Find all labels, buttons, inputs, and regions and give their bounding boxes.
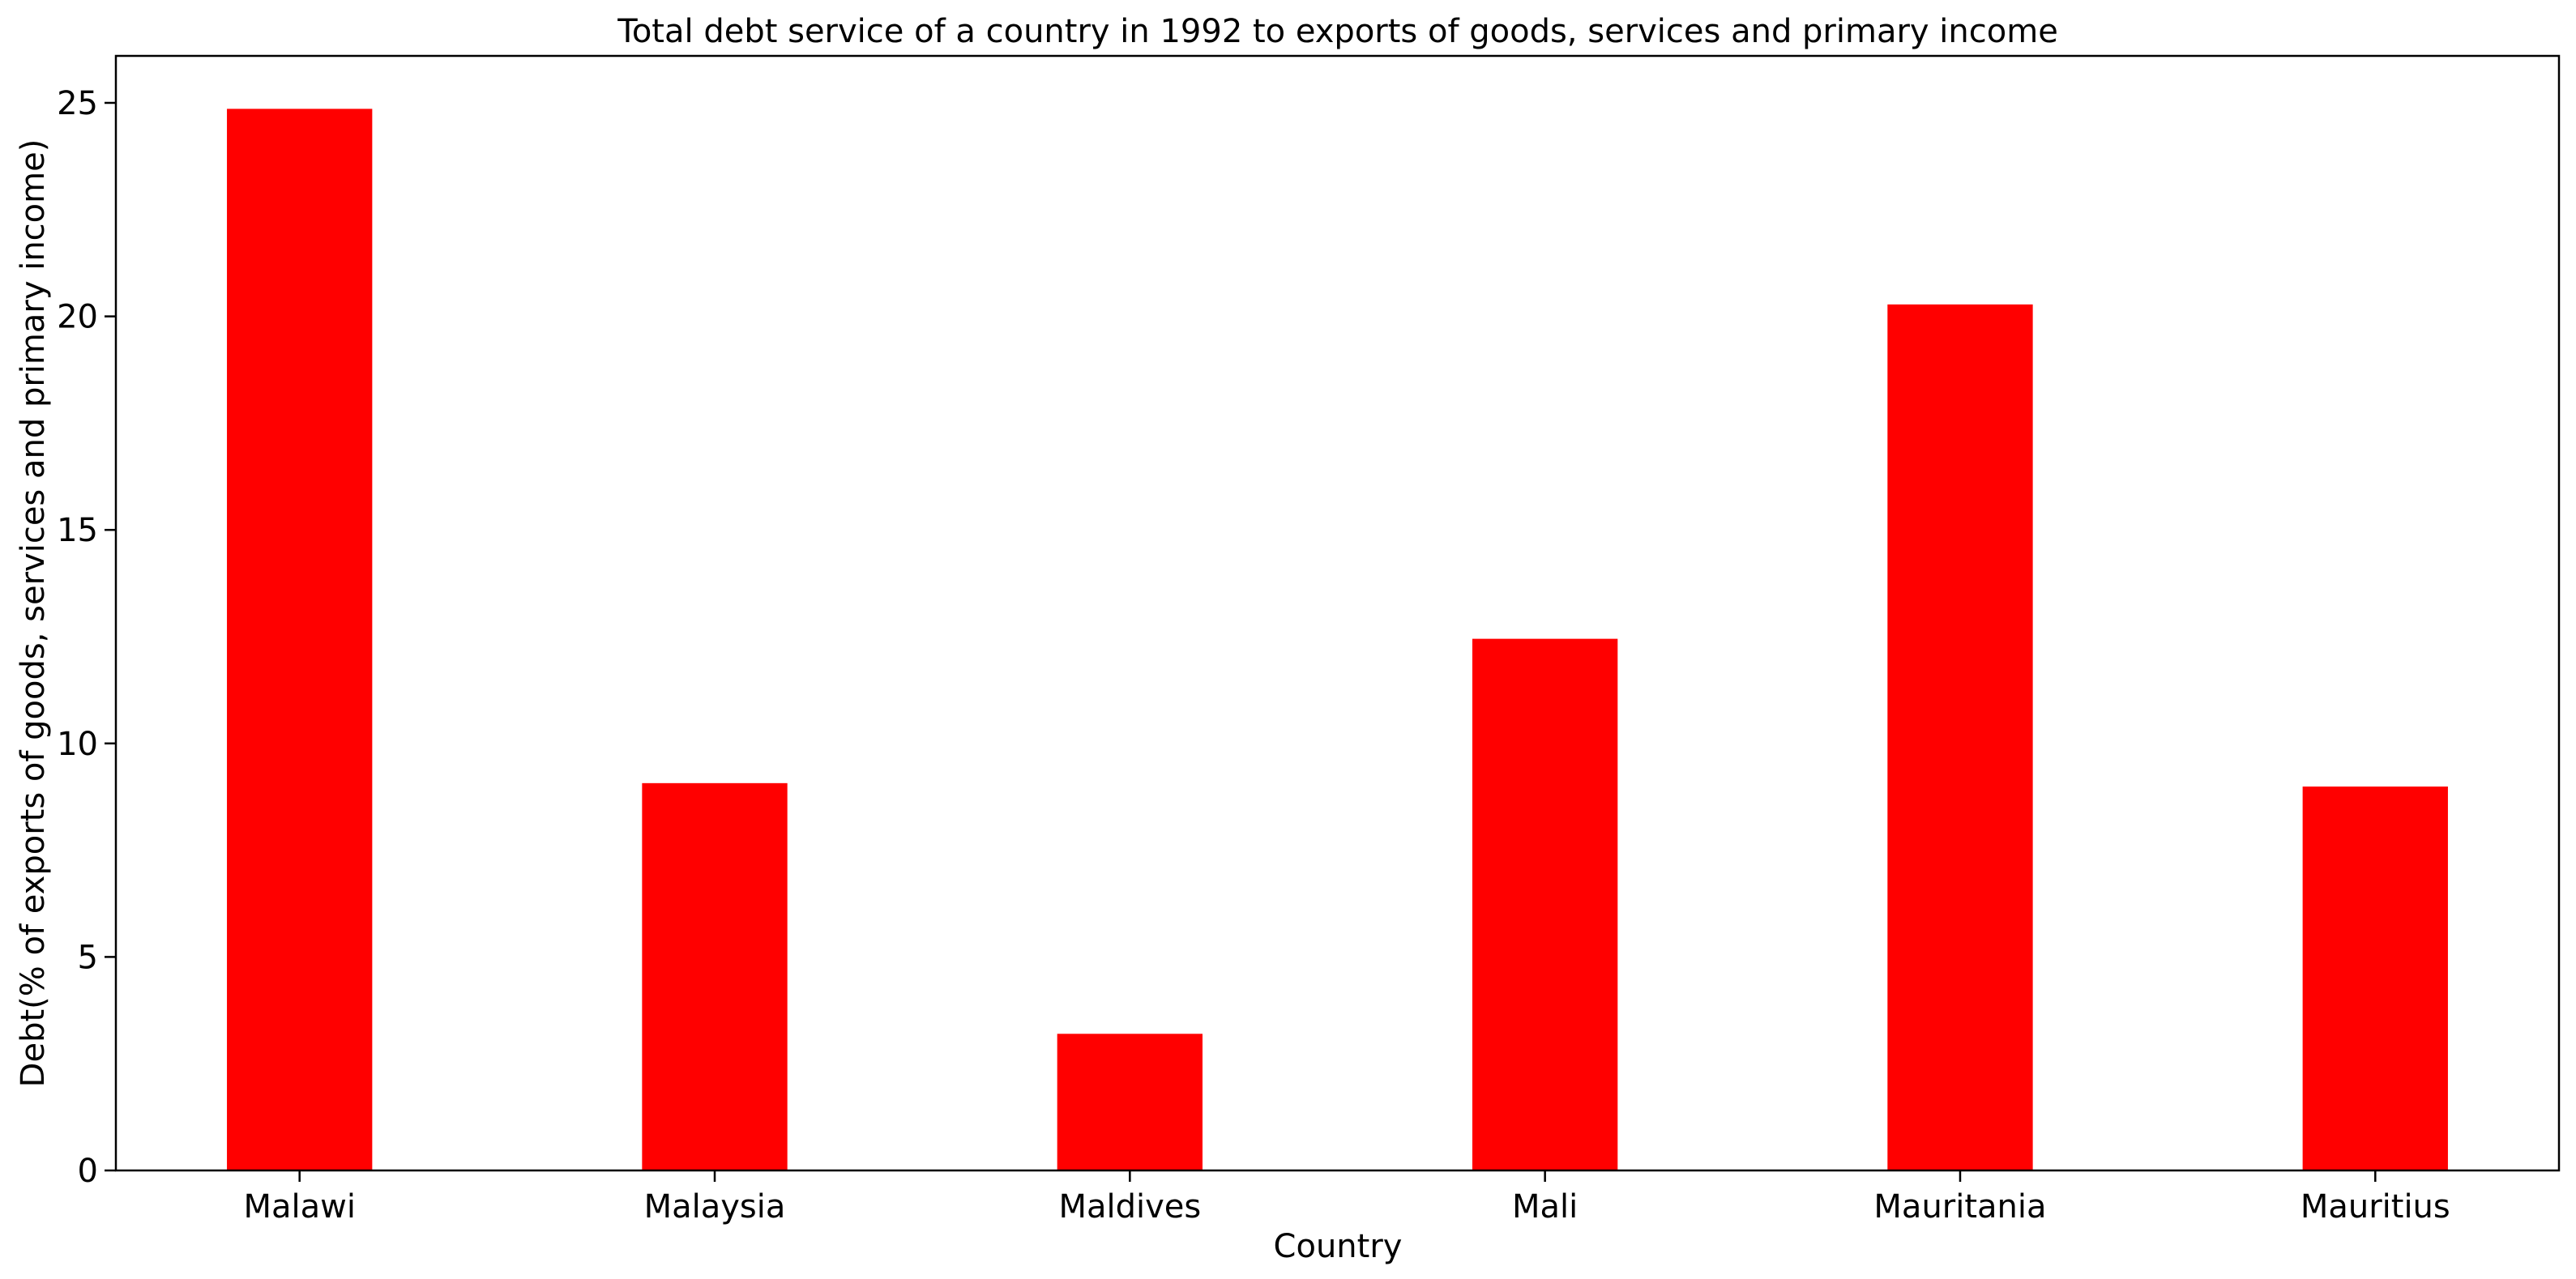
x-tick-label: Malaysia [644,1188,786,1226]
bar-maldives [1057,1034,1203,1170]
x-tick-label: Mauritania [1873,1188,2046,1226]
y-axis: 0 5 10 15 20 25 [57,85,116,1190]
x-axis: Malawi Malaysia Maldives Mali Mauritania Maur… [243,1170,2450,1226]
bars-layer [227,109,2448,1171]
y-tick-label: 10 [57,726,98,763]
x-tick-label: Maldives [1058,1188,1201,1226]
y-axis-label: Debt(% of exports of goods, services and… [15,139,52,1088]
y-tick-label: 15 [57,512,98,549]
x-tick-label: Mali [1512,1188,1578,1226]
bar-mauritius [2302,787,2448,1170]
y-tick-label: 20 [57,299,98,336]
chart-title: Total debt service of a country in 1992 … [617,13,2058,50]
x-tick-label: Mauritius [2300,1188,2450,1226]
x-axis-label: Country [1274,1228,1403,1265]
bar-mauritania [1887,304,2033,1171]
x-tick-label: Malawi [243,1188,355,1226]
bar-malawi [227,109,373,1170]
plot-area-frame [114,54,2561,1172]
y-tick-label: 5 [78,939,98,976]
bar-mali [1472,638,1618,1170]
bar-malaysia [642,782,788,1170]
y-tick-label: 0 [78,1153,98,1190]
y-tick-label: 25 [57,85,98,122]
